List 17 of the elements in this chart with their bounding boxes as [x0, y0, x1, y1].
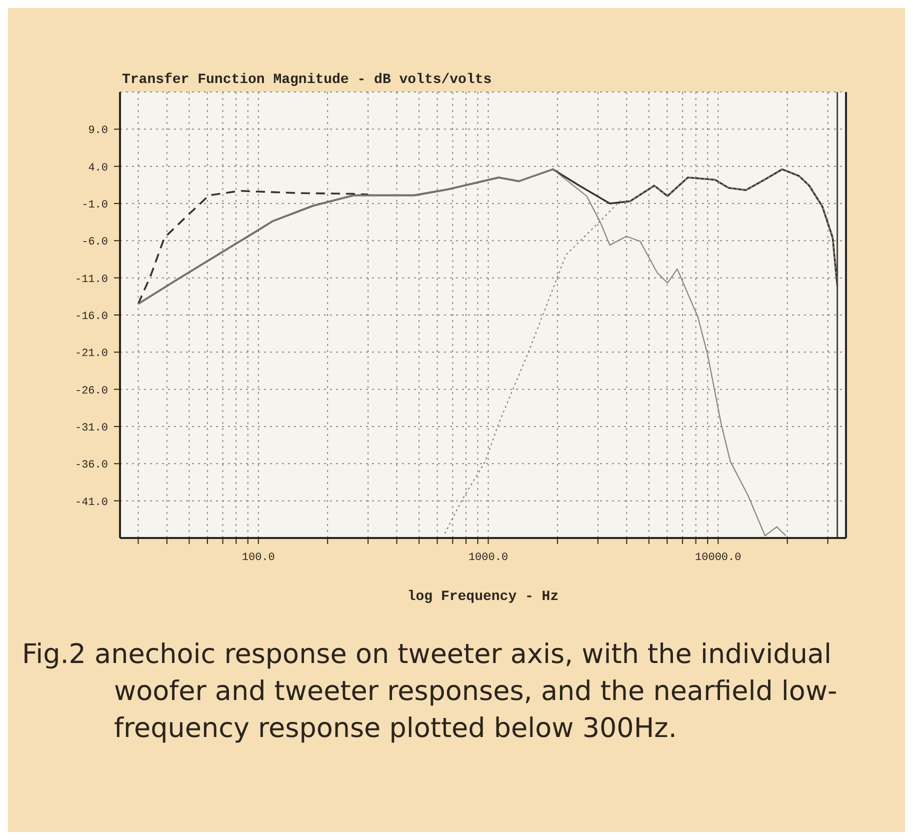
- y-tick-label: -41.0: [74, 496, 108, 509]
- y-tick-label: -31.0: [74, 422, 108, 434]
- y-tick-label: -1.0: [82, 200, 108, 212]
- x-tick-label: 1000.0: [468, 552, 508, 564]
- caption: Fig.2 anechoic response on tweeter axis, with the individual woofer and tweeter responses, and the nearfield low-frequency response plotted below 300Hz.: [22, 638, 838, 746]
- y-tick-label: -36.0: [74, 460, 108, 472]
- y-tick-label: -21.0: [74, 348, 108, 360]
- y-tick-label: 9.0: [88, 125, 108, 138]
- y-tick-label: 4.0: [88, 162, 108, 174]
- x-tick-label: 10000.0: [695, 552, 742, 564]
- chart-title: Transfer Function Magnitude - dB volts/volts: [122, 72, 492, 88]
- y-tick-label: -11.0: [74, 274, 108, 286]
- x-axis-title: log Frequency - Hz: [407, 589, 559, 605]
- y-tick-label: -16.0: [74, 311, 108, 323]
- y-tick-label: -6.0: [82, 236, 108, 249]
- y-tick-label: -26.0: [74, 385, 108, 398]
- x-tick-label: 100.0: [242, 552, 275, 564]
